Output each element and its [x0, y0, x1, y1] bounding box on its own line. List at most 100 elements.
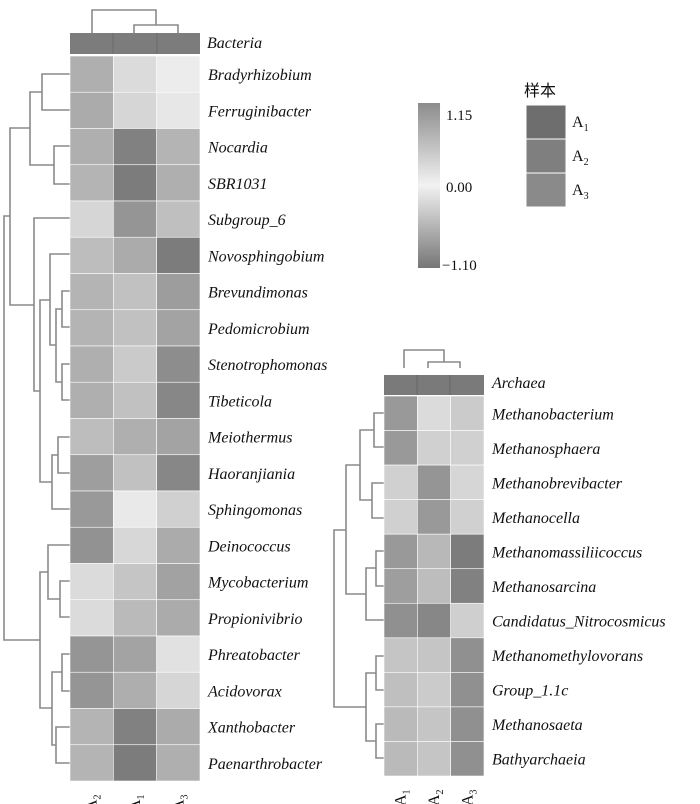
heatmap-cell	[417, 602, 451, 639]
heatmap-cell	[383, 499, 418, 535]
heatmap-cell	[383, 741, 418, 777]
heatmap-cell	[156, 309, 201, 347]
row-label: Xanthobacter	[207, 720, 296, 737]
heatmap-cell	[417, 464, 451, 500]
heatmap-cell	[417, 430, 451, 466]
sample-legend-label: A3	[572, 182, 589, 202]
row-label: Pedomicrobium	[207, 321, 310, 338]
heatmap-cell	[450, 464, 485, 500]
heatmap-cell	[156, 91, 201, 129]
heatmap-cell	[417, 533, 451, 570]
heatmap-cell	[383, 637, 418, 673]
row-label: Sphingomonas	[208, 502, 302, 519]
color-scale-bar	[418, 103, 440, 268]
heatmap-cell	[383, 533, 418, 570]
heatmap-cell	[417, 637, 451, 673]
color-scale-min: −1.10	[442, 258, 477, 274]
heatmap-cell	[113, 128, 157, 166]
bacteria-heatmap: Bacteria Bradyrhizobium Ferruginibacter No…	[3, 9, 327, 804]
heatmap-cell	[69, 599, 114, 637]
bacteria-row-dendrogram	[3, 73, 70, 764]
column-label: A1	[127, 794, 147, 804]
heatmap-cell	[417, 395, 451, 431]
heatmap-cell	[69, 309, 114, 347]
heatmap-cell	[69, 526, 114, 564]
archaea-cells	[383, 395, 485, 777]
color-scale-mid: 0.00	[446, 180, 472, 196]
row-label: Methanosaeta	[491, 717, 583, 734]
heatmap-cell	[417, 568, 451, 604]
row-label: Paenarthrobacter	[207, 756, 323, 773]
heatmap-cell	[113, 309, 157, 347]
row-label: Haoranjiania	[207, 466, 295, 483]
heatmap-cell	[69, 563, 114, 601]
bacteria-column-dendrogram	[91, 9, 179, 33]
row-label: Methanobacterium	[491, 406, 614, 423]
heatmap-cell	[417, 706, 451, 742]
bacteria-annotation-label: Bacteria	[207, 35, 262, 52]
heatmap-cell	[69, 128, 114, 166]
sample-legend-swatch	[525, 138, 567, 174]
bacteria-column-labels: A2 A1 A3	[84, 794, 191, 804]
heatmap-cell	[69, 490, 114, 528]
row-label: Propionivibrio	[207, 611, 303, 628]
archaea-annotation-label: Archaea	[491, 375, 546, 392]
heatmap-cell	[450, 741, 485, 777]
row-label: Methanobrevibacter	[491, 475, 623, 492]
sample-legend-label: A1	[572, 114, 589, 134]
heatmap-cell	[156, 236, 201, 274]
row-label: Methanosphaera	[491, 441, 600, 458]
row-label: Methanosarcina	[491, 579, 596, 596]
heatmap-cell	[156, 671, 201, 709]
heatmap-cell	[113, 599, 157, 637]
heatmap-cell	[113, 55, 157, 93]
heatmap-cell	[156, 381, 201, 419]
heatmap-cell	[383, 568, 418, 604]
row-label: Candidatus_Nitrocosmicus	[492, 614, 666, 631]
heatmap-cell	[156, 128, 201, 166]
heatmap-cell	[383, 430, 418, 466]
heatmap-cell	[156, 708, 201, 746]
heatmap-cell	[417, 499, 451, 535]
row-label: Methanomethylovorans	[491, 648, 643, 665]
heatmap-cell	[450, 395, 485, 431]
heatmap-cell	[113, 91, 157, 129]
heatmap-cell	[69, 273, 114, 311]
heatmap-cell	[383, 672, 418, 708]
heatmap-cell	[113, 744, 157, 782]
archaea-column-dendrogram	[403, 349, 461, 368]
heatmap-cell	[69, 55, 114, 93]
column-label: A2	[426, 789, 446, 804]
heatmap-cell	[69, 345, 114, 383]
bacteria-cells	[69, 55, 201, 782]
row-label: Methanocella	[491, 510, 580, 527]
heatmap-cell	[156, 563, 201, 601]
heatmap-cell	[69, 671, 114, 709]
row-label: Tibeticola	[208, 393, 272, 410]
heatmap-cell	[450, 602, 485, 639]
heatmap-cell	[156, 744, 201, 782]
heatmap-cell	[156, 526, 201, 564]
row-label: Acidovorax	[207, 683, 282, 700]
heatmap-cell	[113, 526, 157, 564]
column-label: A1	[393, 789, 413, 804]
heatmap-cell	[450, 568, 485, 604]
sample-legend-swatch	[525, 172, 567, 208]
heatmap-cell	[156, 164, 201, 202]
sample-legend-title: 样本	[524, 81, 556, 100]
row-label: Brevundimonas	[208, 285, 308, 302]
heatmap-cell	[383, 706, 418, 742]
archaea-column-labels: A1 A2 A3	[393, 789, 480, 804]
heatmap-cell	[113, 200, 157, 238]
row-label: Bathyarchaeia	[492, 752, 586, 769]
heatmap-cell	[450, 499, 485, 535]
heatmap-cell	[69, 200, 114, 238]
heatmap-cell	[69, 744, 114, 782]
bacteria-row-labels: Bradyrhizobium Ferruginibacter Nocardia SBR…	[207, 67, 327, 773]
heatmap-cell	[69, 236, 114, 274]
row-label: Ferruginibacter	[207, 103, 312, 120]
heatmap-cell	[113, 381, 157, 419]
row-label: Stenotrophomonas	[208, 357, 327, 374]
row-label: Bradyrhizobium	[208, 67, 312, 84]
